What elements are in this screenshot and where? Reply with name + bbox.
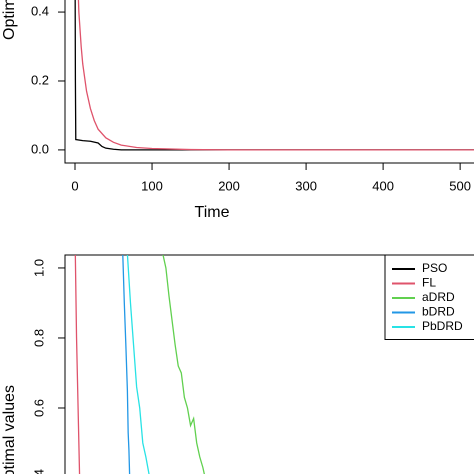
- plot-area: [74, 255, 205, 474]
- x-tick-label: 100: [141, 178, 163, 193]
- y-tick-label: 0.6: [31, 399, 46, 417]
- y-axis-label: Optimal values: [1, 385, 18, 474]
- y-tick-label: 1.0: [31, 259, 46, 277]
- series-line: [122, 255, 131, 474]
- legend-label: bDRD: [422, 305, 455, 319]
- series-line: [77, 0, 474, 151]
- series-line: [74, 0, 474, 151]
- x-tick-label: 400: [372, 178, 394, 193]
- plot-area: [74, 0, 474, 151]
- y-tick-label: 0.0: [31, 141, 49, 156]
- y-tick-label: 0.4: [31, 3, 49, 18]
- y-axis-label: Optimal values: [1, 0, 18, 40]
- legend-label: aDRD: [422, 290, 455, 304]
- series-line: [126, 255, 150, 474]
- y-tick-label: 0.8: [31, 329, 46, 347]
- x-tick-label: 0: [71, 178, 78, 193]
- plot-box: [64, 254, 474, 474]
- plot-box: [64, 0, 474, 164]
- x-tick-label: 500: [449, 178, 471, 193]
- series-line: [162, 255, 205, 474]
- y-tick-label: 0.2: [31, 72, 49, 87]
- x-tick-label: 200: [218, 178, 240, 193]
- legend-label: PSO: [422, 261, 447, 275]
- series-line: [74, 255, 81, 474]
- x-tick-label: 300: [295, 178, 317, 193]
- x-axis-label: Time: [195, 204, 230, 221]
- legend-label: FL: [422, 276, 436, 290]
- legend-label: PbDRD: [422, 319, 463, 333]
- y-tick-label: 0.4: [31, 469, 46, 474]
